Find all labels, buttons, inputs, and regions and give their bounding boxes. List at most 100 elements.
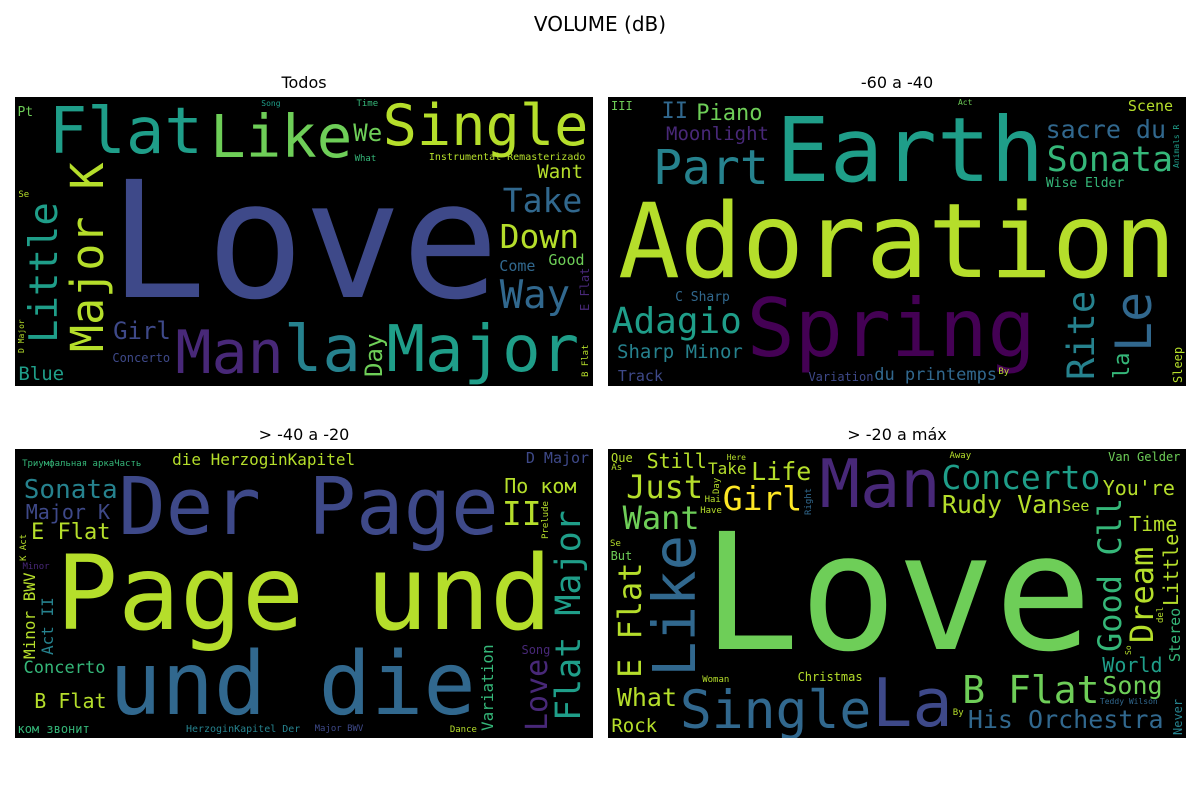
word-spring: Spring xyxy=(746,282,1036,376)
word-prelude: Prelude xyxy=(540,500,551,539)
word-take: Take xyxy=(708,459,747,479)
word-major-k: Major K xyxy=(25,500,110,525)
word-se: Se xyxy=(610,538,621,549)
word-minor-bwv: Minor BWV xyxy=(19,572,39,659)
word-rock: Rock xyxy=(611,715,658,738)
word-as: As xyxy=(611,462,623,473)
word-flat-major: Flat Major xyxy=(549,509,590,721)
word-sleep: Sleep xyxy=(1171,346,1186,383)
wordcloud-panel-todos: Todos Love la Like Man Major Flat Single Instru… xyxy=(15,73,593,386)
word-e-flat: E Flat xyxy=(31,519,111,545)
word-del: del xyxy=(1156,607,1167,624)
word-song: Song xyxy=(1102,671,1163,701)
word-que: Que xyxy=(611,450,633,465)
word-b-flat: B Flat xyxy=(581,344,592,378)
word-have: Have xyxy=(700,506,722,517)
word-way: Way xyxy=(499,272,571,318)
word-c-sharp: C Sharp xyxy=(675,290,730,306)
word-sacre-du: sacre du xyxy=(1045,114,1167,144)
word-hai: Hai xyxy=(704,495,721,505)
word-e-flat: E Flat xyxy=(578,267,593,312)
word-der-page: Der Page xyxy=(118,460,499,553)
word-major-k: Major K xyxy=(60,162,114,353)
panel-title: -60 a -40 xyxy=(860,73,934,92)
word-song: Song xyxy=(261,99,281,109)
word-man: Man xyxy=(819,449,941,524)
word-girl: Girl xyxy=(722,479,803,519)
word-good: Good xyxy=(548,251,585,270)
word-earth: Earth xyxy=(776,98,1045,203)
word-concerto: Concerto xyxy=(941,457,1101,497)
word-dance: Dance xyxy=(449,725,477,736)
word-time: Time xyxy=(1129,512,1178,537)
word-single: Single xyxy=(679,679,872,738)
word-act-ii: Act II xyxy=(38,597,58,656)
word-love: Love xyxy=(108,148,500,337)
word-like: Like xyxy=(639,534,709,677)
word-la: la xyxy=(283,312,361,386)
word-iii: III xyxy=(611,98,633,113)
word-e-flat: E Flat xyxy=(611,562,650,678)
word-wise-elder: Wise Elder xyxy=(1045,176,1125,192)
word-sonata: Sonata xyxy=(23,475,118,506)
word-la: la xyxy=(1109,352,1135,380)
word-moonlight: Moonlight xyxy=(666,122,769,145)
word-minor: Minor xyxy=(22,562,50,573)
word-major: Major xyxy=(386,313,580,386)
word-variation: Variation xyxy=(478,644,498,732)
wordcloud-panel-40-20: > -40 a -20 Page und Der Page und die Flat … xyxy=(15,425,593,738)
panel-title: Todos xyxy=(281,73,327,92)
word-just: Just xyxy=(626,468,704,507)
word-so: So xyxy=(1124,645,1134,655)
word-adoration: Adoration xyxy=(617,181,1177,302)
word-adagio: Adagio xyxy=(611,300,742,342)
word-little: Little xyxy=(1158,534,1183,607)
word-du-printemps: du printemps xyxy=(874,365,998,386)
word-sharp-minor: Sharp Minor xyxy=(617,340,743,363)
word-by: By xyxy=(998,367,1010,378)
word-like: Like xyxy=(210,101,353,171)
wordcloud-panel-20-max: > -20 a máx Love Man La Like Single B Flat Con… xyxy=(608,425,1186,738)
word-se: Se xyxy=(18,189,30,200)
word-k-act: K Act xyxy=(18,533,29,561)
word-what: What xyxy=(616,683,678,713)
word-teddy-wilson: Teddy Wilson xyxy=(1099,696,1158,706)
word-come: Come xyxy=(499,257,536,276)
word-day: Day xyxy=(712,478,723,495)
word-love: Love xyxy=(520,659,556,732)
word-flat: Flat xyxy=(48,97,203,169)
word-rudy-van: Rudy Van xyxy=(941,490,1063,520)
wordcloud-canvas: Adoration Earth Spring Rite Part Sonata Adagio… xyxy=(608,97,1186,386)
word-single: Single xyxy=(382,97,589,159)
word-little: Little xyxy=(22,202,68,343)
word-still: Still xyxy=(646,449,707,474)
word-blue: Blue xyxy=(18,363,65,386)
word-ii: II xyxy=(661,99,688,125)
word-never: Never xyxy=(1171,698,1186,735)
word-man: Man xyxy=(175,317,284,386)
word-what: What xyxy=(354,154,377,165)
word-animals-r: Animals R xyxy=(1172,124,1182,168)
word-pt: Pt xyxy=(17,105,34,121)
word-scene: Scene xyxy=(1127,97,1174,115)
word-d-major: D Major xyxy=(525,449,590,467)
word-life: Life xyxy=(751,456,812,486)
word-instrumental-remasterizado: Instrumental Remasterizado xyxy=(428,152,586,164)
word-good-cll: Good Cll xyxy=(1091,497,1130,653)
word-dream: Dream xyxy=(1123,547,1162,644)
word-by: By xyxy=(952,708,964,719)
word-woman: Woman xyxy=(702,675,730,686)
word-time: Time xyxy=(356,98,379,109)
word-b-flat: B Flat xyxy=(34,689,107,714)
word-und-die: und die xyxy=(109,633,476,736)
word-piano: Piano xyxy=(696,101,763,127)
word-page-und: Page und xyxy=(55,533,553,654)
panel-title: > -20 a máx xyxy=(847,425,947,444)
word-you-re: You're xyxy=(1102,475,1175,500)
word-christmas: Christmas xyxy=(797,669,863,684)
word-stereo: Stereo xyxy=(1165,608,1184,663)
word-love: Love xyxy=(701,500,1093,689)
word-b-flat: B Flat xyxy=(962,667,1100,712)
word-le: Le xyxy=(1105,291,1164,352)
wordcloud-canvas: Love la Like Man Major Flat Single Instrumental… xyxy=(15,97,593,386)
